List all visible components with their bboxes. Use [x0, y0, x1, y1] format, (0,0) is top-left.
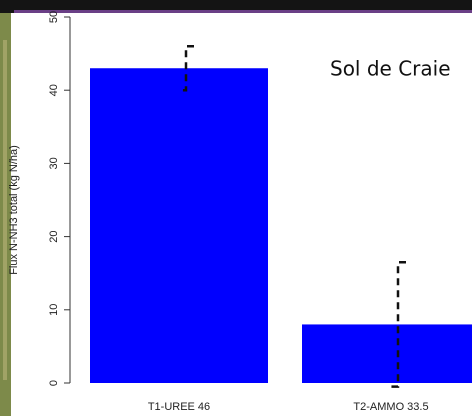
y-tick-label: 30: [48, 157, 60, 169]
x-tick-label: T2-AMMO 33.5: [353, 401, 428, 413]
error-bar: [178, 45, 194, 92]
y-tick-label: 50: [48, 11, 60, 23]
bar: [302, 324, 472, 383]
y-tick-label: 20: [48, 230, 60, 242]
top-banner: [0, 0, 472, 13]
bar: [90, 68, 268, 384]
y-tick-label: 10: [48, 304, 60, 316]
annotation: Sol de Craie: [330, 57, 451, 81]
error-bar: [390, 260, 406, 388]
x-tick-label: T1-UREE 46: [148, 401, 210, 413]
y-tick-label: 0: [48, 380, 60, 386]
y-axis-label: Flux N-NH3 total (kg N/ha): [8, 145, 20, 275]
left-photo-detail: [3, 40, 7, 380]
top-banner-border: [14, 10, 472, 13]
y-tick-label: 40: [48, 84, 60, 96]
